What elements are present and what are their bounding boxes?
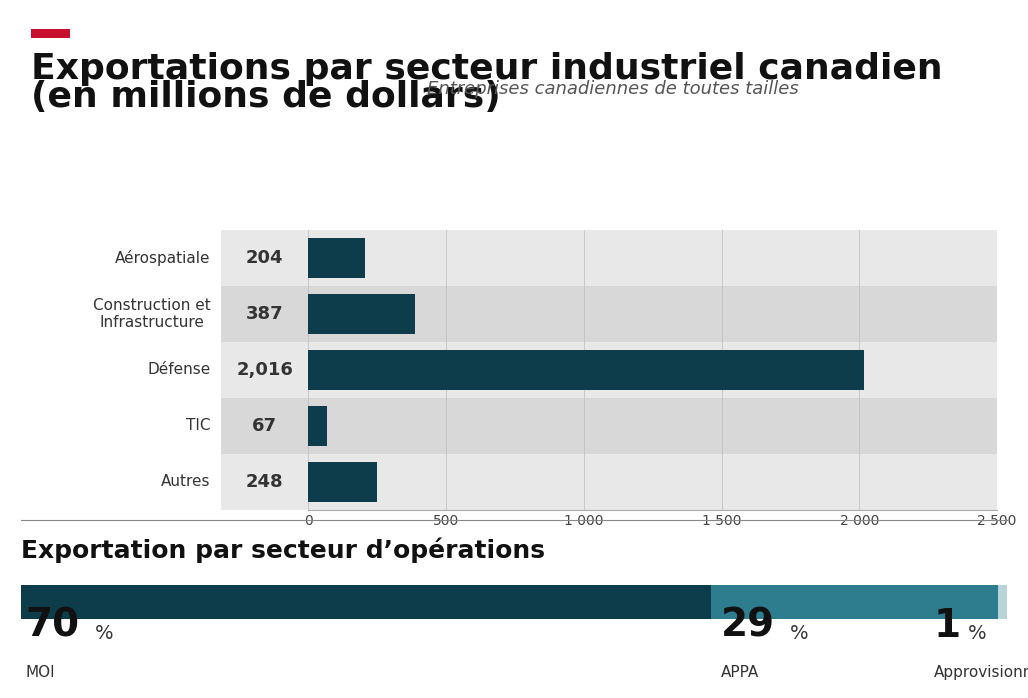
Text: %: %	[95, 625, 113, 644]
Text: %: %	[968, 625, 987, 644]
Text: %: %	[791, 625, 809, 644]
Bar	[308, 294, 415, 334]
Bar	[997, 585, 1007, 619]
Bar	[308, 398, 997, 454]
Text: Défense: Défense	[147, 362, 211, 378]
Bar	[308, 454, 997, 510]
Text: MOI: MOI	[26, 665, 56, 681]
Text: Construction et
Infrastructure: Construction et Infrastructure	[93, 298, 211, 330]
Text: 67: 67	[252, 417, 278, 435]
Text: Entreprises canadiennes de toutes tailles: Entreprises canadiennes de toutes taille…	[427, 80, 799, 98]
Text: 248: 248	[246, 473, 284, 491]
Bar	[308, 238, 365, 279]
Text: Aérospatiale: Aérospatiale	[115, 251, 211, 266]
Text: 204: 204	[246, 249, 284, 267]
Bar	[308, 350, 864, 390]
Bar	[308, 342, 997, 398]
Text: Exportation par secteur d’opérations: Exportation par secteur d’opérations	[21, 537, 545, 563]
Bar	[308, 461, 376, 502]
Text: 2,016: 2,016	[236, 361, 293, 379]
Text: (en millions de dollars): (en millions de dollars)	[31, 80, 501, 114]
Bar	[21, 585, 711, 619]
Text: APPA: APPA	[722, 665, 760, 681]
Text: 70: 70	[26, 607, 79, 645]
Text: TIC: TIC	[186, 418, 211, 433]
Text: 1: 1	[933, 607, 960, 645]
Text: 29: 29	[722, 607, 775, 645]
Text: Approvisionnement: Approvisionnement	[933, 665, 1028, 681]
Bar	[308, 230, 997, 286]
Text: Autres: Autres	[161, 474, 211, 489]
Bar	[308, 286, 997, 342]
Bar	[711, 585, 997, 619]
Bar	[308, 406, 327, 446]
Text: 387: 387	[246, 305, 284, 323]
Text: Exportations par secteur industriel canadien: Exportations par secteur industriel cana…	[31, 52, 943, 87]
